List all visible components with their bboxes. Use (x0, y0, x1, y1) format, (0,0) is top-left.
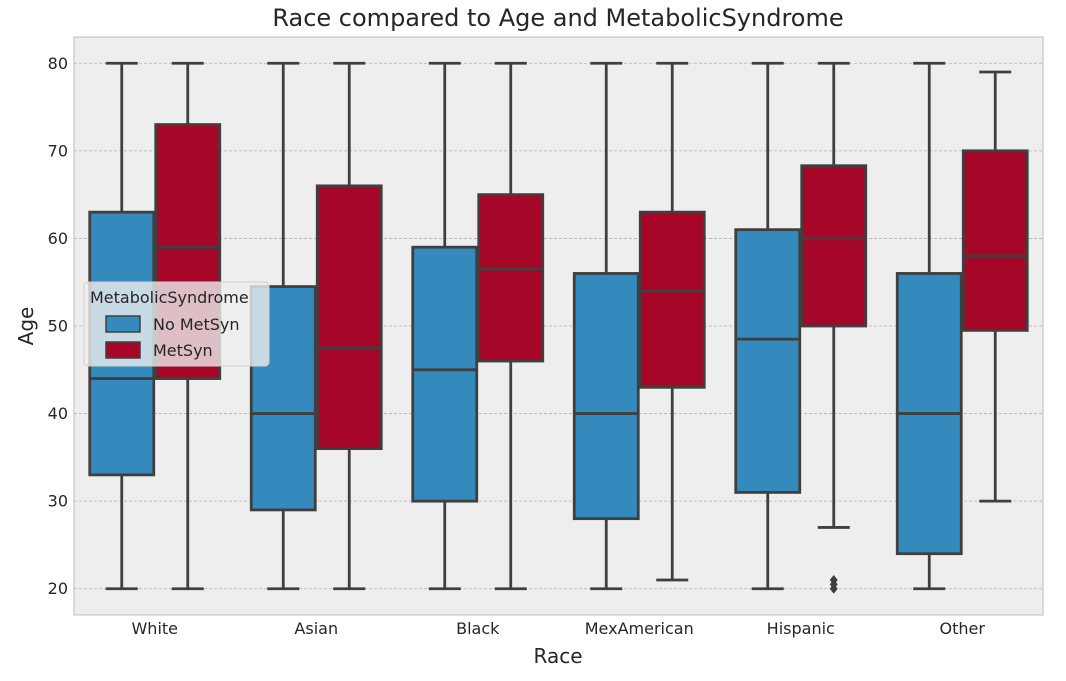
box-group-metsyn-hispanic (800, 61, 868, 594)
box-group-metsyn-other (961, 70, 1029, 503)
legend-label-metsyn: MetSyn (153, 341, 213, 360)
x-tick-label-black: Black (456, 619, 500, 638)
box-no-metsyn-asian (249, 285, 317, 512)
box-group-metsyn-asian (315, 61, 383, 591)
y-tick-labels: 20 30 40 50 60 70 80 (48, 54, 68, 598)
box-metsyn-asian (315, 184, 383, 451)
box-group-metsyn-mexamerican (638, 61, 706, 582)
legend: MetabolicSyndrome No MetSyn MetSyn (83, 281, 270, 367)
legend-swatch-no-metsyn (105, 315, 141, 333)
y-tick-label-30: 30 (48, 492, 68, 511)
legend-swatch-metsyn (105, 341, 141, 359)
box-group-no-metsyn-asian (249, 61, 317, 591)
y-tick-label-60: 60 (48, 229, 68, 248)
y-tick-label-70: 70 (48, 141, 68, 160)
box-no-metsyn-black (411, 245, 479, 503)
box-no-metsyn-hispanic (734, 228, 802, 494)
y-tick-label-50: 50 (48, 317, 68, 336)
x-tick-label-mexamerican: MexAmerican (585, 619, 694, 638)
legend-title: MetabolicSyndrome (90, 288, 249, 307)
box-metsyn-black (477, 193, 545, 363)
box-metsyn-hispanic (800, 164, 868, 328)
legend-label-no-metsyn: No MetSyn (153, 315, 240, 334)
chart-title: Race compared to Age and MetabolicSyndro… (272, 4, 843, 32)
y-tick-label-40: 40 (48, 404, 68, 423)
x-tick-label-other: Other (940, 619, 986, 638)
box-group-no-metsyn-hispanic (734, 61, 802, 591)
box-group-no-metsyn-black (411, 61, 479, 591)
x-tick-label-hispanic: Hispanic (767, 619, 835, 638)
box-group-metsyn-black (477, 61, 545, 591)
x-tick-label-asian: Asian (294, 619, 338, 638)
outlier-metsyn-hispanic-2 (829, 583, 838, 594)
y-tick-label-80: 80 (48, 54, 68, 73)
y-axis-label: Age (14, 307, 38, 346)
box-no-metsyn-mexamerican (572, 272, 640, 521)
box-group-no-metsyn-other (895, 61, 963, 591)
box-metsyn-other (961, 149, 1029, 332)
box-metsyn-mexamerican (638, 210, 706, 389)
x-axis-label: Race (533, 644, 582, 668)
y-tick-label-20: 20 (48, 579, 68, 598)
box-group-no-metsyn-mexamerican (572, 61, 640, 591)
x-tick-label-white: White (131, 619, 178, 638)
x-tick-labels: White Asian Black MexAmerican Hispanic Other (131, 619, 985, 638)
